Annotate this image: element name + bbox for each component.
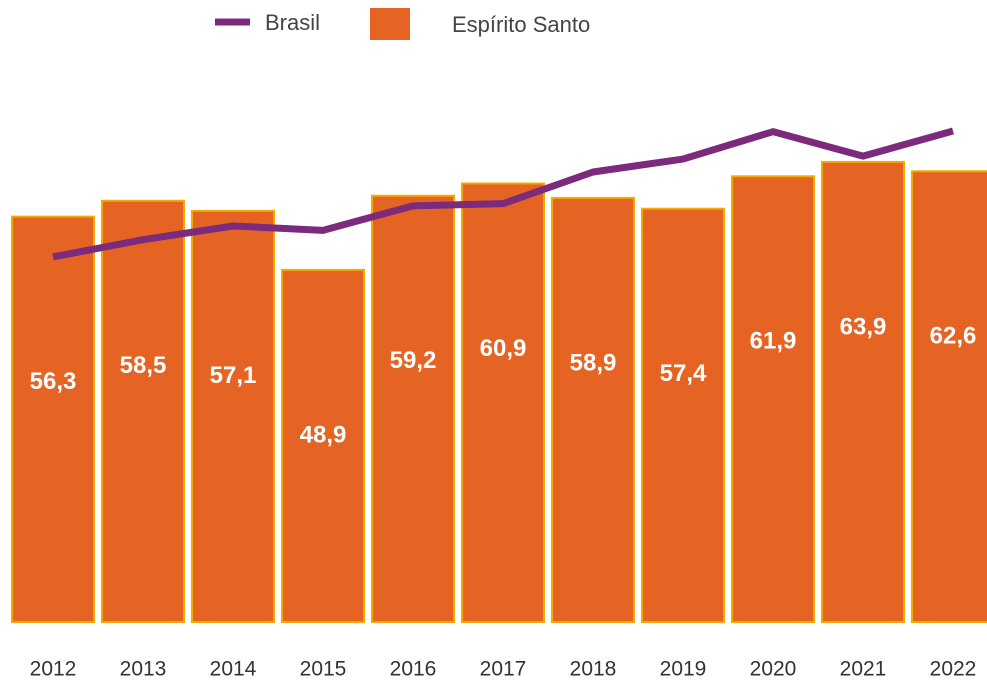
value-label: 58,5 bbox=[120, 352, 167, 379]
value-label: 59,2 bbox=[390, 347, 437, 374]
value-label: 48,9 bbox=[300, 421, 347, 448]
bar bbox=[101, 199, 185, 624]
bar bbox=[821, 160, 905, 623]
bar bbox=[731, 175, 815, 623]
value-label: 62,6 bbox=[930, 323, 977, 350]
bar bbox=[461, 182, 545, 624]
x-tick-label: 2012 bbox=[30, 658, 77, 681]
x-tick-label: 2017 bbox=[480, 658, 527, 681]
x-tick-label: 2016 bbox=[390, 658, 437, 681]
value-label: 57,1 bbox=[210, 362, 257, 389]
x-tick-label: 2022 bbox=[930, 658, 977, 681]
bar bbox=[641, 207, 725, 623]
x-tick-label: 2015 bbox=[300, 658, 347, 681]
x-tick-label: 2013 bbox=[120, 658, 167, 681]
x-tick-label: 2019 bbox=[660, 658, 707, 681]
bar bbox=[11, 215, 95, 623]
legend-swatch bbox=[370, 8, 410, 40]
legend-label: Espírito Santo bbox=[452, 12, 590, 37]
bar bbox=[191, 209, 275, 623]
value-label: 56,3 bbox=[30, 368, 77, 395]
value-label: 63,9 bbox=[840, 313, 887, 340]
x-tick-label: 2018 bbox=[570, 658, 617, 681]
line bbox=[52, 127, 954, 261]
value-label: 60,9 bbox=[480, 335, 527, 362]
legend: Brasil Espírito Santo bbox=[215, 8, 590, 40]
bar bbox=[371, 194, 455, 623]
legend-label: Brasil bbox=[265, 10, 320, 35]
value-label: 58,9 bbox=[570, 349, 617, 376]
bar bbox=[911, 170, 987, 623]
bar bbox=[551, 196, 635, 623]
x-tick-label: 2021 bbox=[840, 658, 887, 681]
value-label: 57,4 bbox=[660, 360, 707, 387]
x-tick-label: 2020 bbox=[750, 658, 797, 681]
x-tick-label: 2014 bbox=[210, 658, 257, 681]
bar bbox=[281, 268, 365, 623]
value-label: 61,9 bbox=[750, 328, 797, 355]
